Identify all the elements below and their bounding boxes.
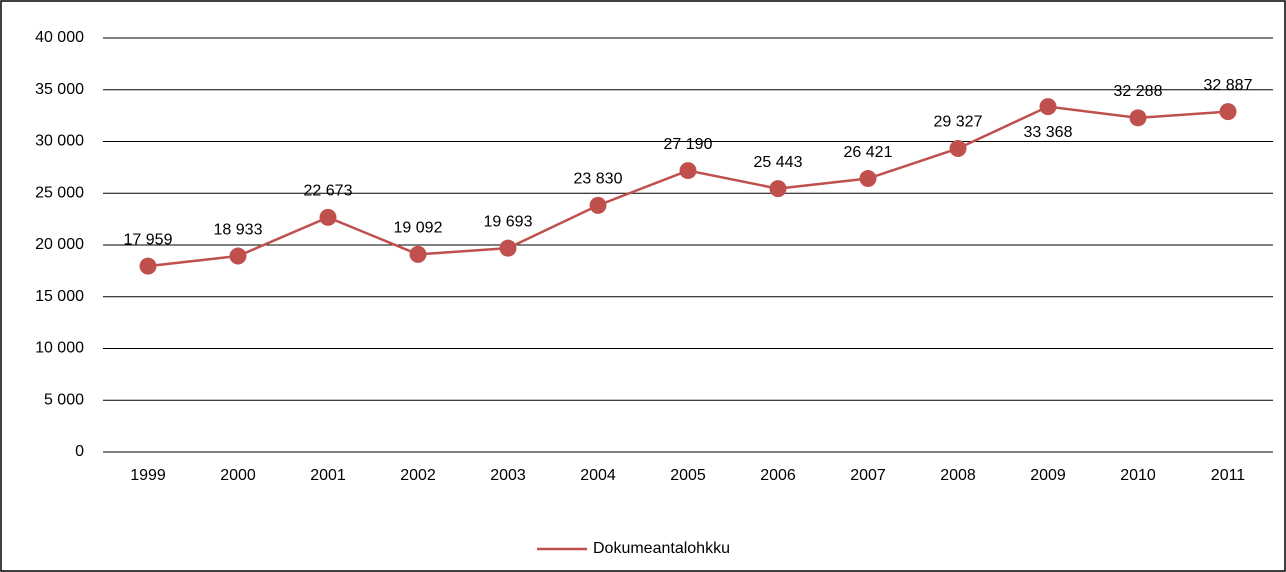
point-marker xyxy=(319,208,337,226)
data-label: 29 327 xyxy=(934,114,983,131)
point-marker xyxy=(859,170,877,188)
data-label: 26 421 xyxy=(844,144,893,161)
x-tick-label: 2009 xyxy=(1030,467,1066,484)
data-label: 32 887 xyxy=(1204,77,1253,94)
y-tick-label: 35 000 xyxy=(35,81,84,98)
y-tick-label: 20 000 xyxy=(35,236,84,253)
data-label: 27 190 xyxy=(664,136,713,153)
x-tick-label: 2006 xyxy=(760,467,796,484)
point-marker xyxy=(409,245,427,263)
x-tick-label: 2005 xyxy=(670,467,706,484)
x-tick-label: 2010 xyxy=(1120,467,1156,484)
y-tick-label: 0 xyxy=(75,443,84,460)
point-marker xyxy=(229,247,247,265)
data-label: 33 368 xyxy=(1024,124,1073,141)
x-tick-label: 2011 xyxy=(1211,467,1246,484)
y-tick-label: 5 000 xyxy=(44,391,84,408)
x-tick-label: 2008 xyxy=(940,467,976,484)
x-tick-label: 2003 xyxy=(490,467,526,484)
data-label: 18 933 xyxy=(214,221,263,238)
x-tick-label: 2004 xyxy=(580,467,616,484)
x-tick-label: 2002 xyxy=(400,467,436,484)
x-tick-label: 2000 xyxy=(220,467,256,484)
point-marker xyxy=(499,239,517,257)
y-tick-label: 30 000 xyxy=(35,133,84,150)
point-marker xyxy=(1039,98,1057,116)
data-label: 17 959 xyxy=(124,231,173,248)
data-label: 32 288 xyxy=(1114,83,1163,100)
x-tick-label: 2001 xyxy=(310,467,346,484)
y-tick-label: 40 000 xyxy=(35,29,84,46)
point-marker xyxy=(1219,103,1237,121)
data-label: 25 443 xyxy=(754,154,803,171)
x-tick-label: 1999 xyxy=(130,467,166,484)
data-label: 23 830 xyxy=(574,171,623,188)
point-marker xyxy=(589,196,607,214)
x-tick-label: 2007 xyxy=(850,467,886,484)
legend-label: Dokumeantalohkku xyxy=(593,540,730,557)
y-tick-label: 15 000 xyxy=(35,288,84,305)
data-label: 22 673 xyxy=(304,183,353,200)
point-marker xyxy=(949,139,967,157)
point-marker xyxy=(1129,109,1147,127)
data-label: 19 092 xyxy=(394,220,443,237)
data-label: 19 693 xyxy=(484,213,533,230)
point-marker xyxy=(679,162,697,180)
point-marker xyxy=(139,257,157,275)
y-tick-label: 25 000 xyxy=(35,184,84,201)
point-marker xyxy=(769,180,787,198)
y-tick-label: 10 000 xyxy=(35,340,84,357)
